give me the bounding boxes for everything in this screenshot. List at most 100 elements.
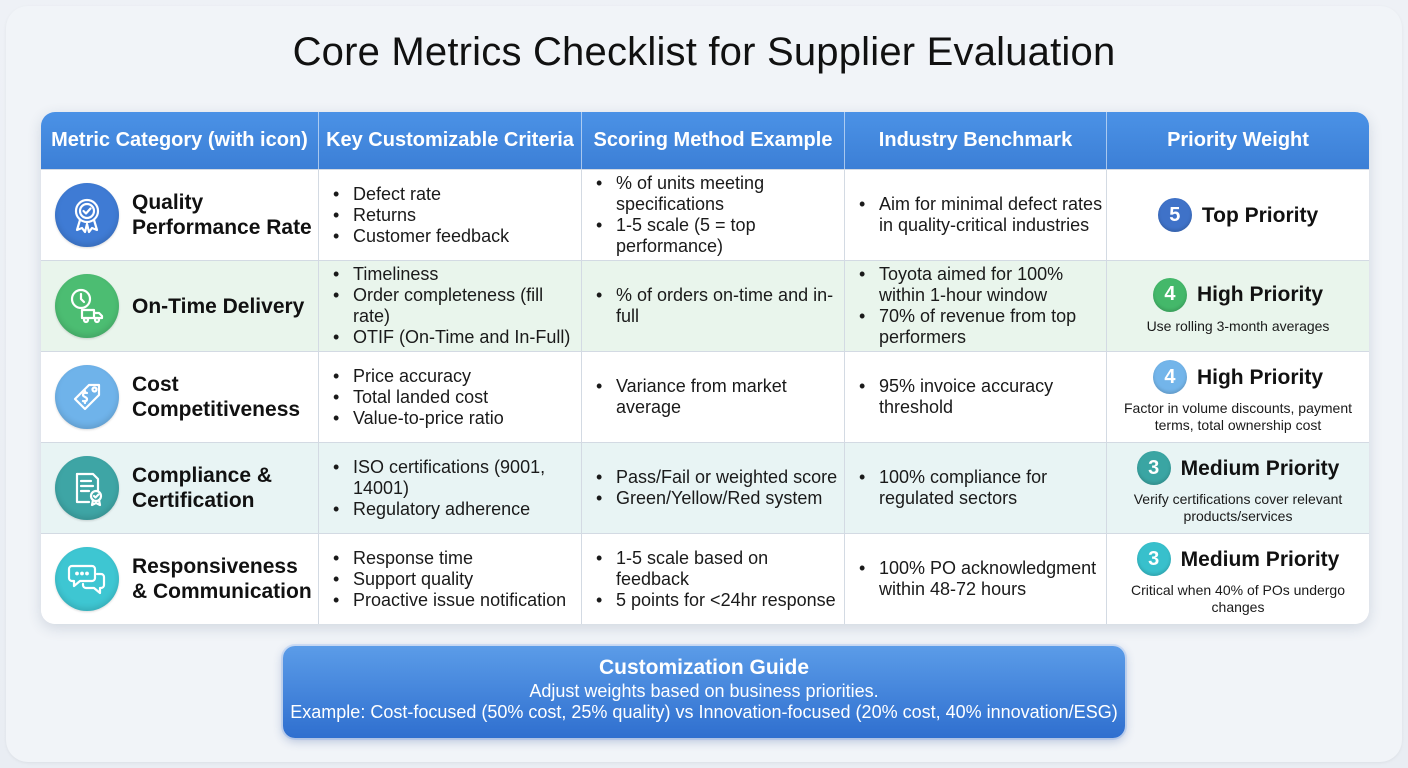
page-title: Core Metrics Checklist for Supplier Eval… xyxy=(292,30,1116,74)
table-row-responsiveness-and-communication: Responsiveness & CommunicationResponse t… xyxy=(41,533,1369,624)
benchmark-cell: 95% invoice accuracy threshold xyxy=(845,352,1107,442)
chat-bubbles-icon xyxy=(55,547,119,611)
table-row-on-time-delivery: On-Time Delivery TimelinessOrder complete… xyxy=(41,260,1369,351)
header-priority-weight: Priority Weight xyxy=(1167,129,1309,151)
delivery-truck-icon xyxy=(55,274,119,338)
criteria-list-item: Order completeness (fill rate) xyxy=(333,285,581,327)
scoring-cell: Variance from market average xyxy=(582,352,845,442)
category-name: On-Time Delivery xyxy=(132,294,305,318)
scoring-list-item: % of orders on-time and in-full xyxy=(596,285,844,327)
benchmark-list-item: Toyota aimed for 100% within 1-hour wind… xyxy=(859,264,1106,306)
header-metric-category: Metric Category (with icon) xyxy=(41,112,319,169)
priority-heading: 3 Medium Priority xyxy=(1136,542,1340,576)
criteria-cell: Defect rateReturnsCustomer feedback xyxy=(319,170,582,260)
category-name: Cost Competitiveness xyxy=(132,373,301,421)
benchmark-list-item: 70% of revenue from top performers xyxy=(859,306,1106,348)
benchmark-list: 95% invoice accuracy threshold xyxy=(845,376,1106,418)
criteria-list-item: Returns xyxy=(333,205,509,226)
header-industry-benchmark: Industry Benchmark xyxy=(845,112,1107,169)
criteria-cell: Response timeSupport qualityProactive is… xyxy=(319,534,582,624)
header-key-criteria: Key Customizable Criteria xyxy=(319,112,582,169)
table-row-quality-performance-rate: Quality Performance RateDefect rateRetur… xyxy=(41,169,1369,260)
priority-number-badge: 4 xyxy=(1152,360,1187,394)
scoring-list-item: 1-5 scale (5 = top performance) xyxy=(596,215,844,257)
criteria-list: Price accuracyTotal landed costValue-to-… xyxy=(319,366,504,429)
criteria-cell: TimelinessOrder completeness (fill rate)… xyxy=(319,261,582,351)
priority-cell: 4 High Priority Factor in volume discounts… xyxy=(1107,352,1369,442)
criteria-list-item: Defect rate xyxy=(333,184,509,205)
priority-cell: 4 High Priority Use rolling 3-month averag… xyxy=(1107,261,1369,351)
scoring-cell: Pass/Fail or weighted scoreGreen/Yellow/… xyxy=(582,443,845,533)
benchmark-list: Toyota aimed for 100% within 1-hour wind… xyxy=(845,264,1106,348)
benchmark-list: 100% PO acknowledgment within 48-72 hour… xyxy=(845,558,1106,600)
criteria-list: Response timeSupport qualityProactive is… xyxy=(319,548,566,611)
guide-title: Customization Guide xyxy=(599,656,809,679)
priority-label: Medium Priority xyxy=(1180,456,1340,480)
scoring-cell: % of orders on-time and in-full xyxy=(582,261,845,351)
criteria-list-item: Value-to-price ratio xyxy=(333,408,504,429)
priority-heading: 4 High Priority xyxy=(1152,360,1323,394)
customization-guide: Customization Guide Adjust weights based… xyxy=(283,646,1125,738)
priority-note: Critical when 40% of POs undergo changes xyxy=(1131,582,1345,615)
priority-cell: 3 Medium Priority Verify certifications co… xyxy=(1107,443,1369,533)
scoring-cell: 1-5 scale based on feedback5 points for … xyxy=(582,534,845,624)
priority-label: Top Priority xyxy=(1201,203,1319,227)
criteria-list-item: Regulatory adherence xyxy=(333,499,581,520)
criteria-list-item: Timeliness xyxy=(333,264,581,285)
criteria-list-item: Price accuracy xyxy=(333,366,504,387)
quality-badge-icon xyxy=(55,183,119,247)
metrics-table: Metric Category (with icon) Key Customiz… xyxy=(41,112,1369,624)
priority-heading: 4 High Priority xyxy=(1152,277,1323,312)
scoring-cell: % of units meeting specifications1-5 sca… xyxy=(582,170,845,260)
priority-heading: 5 Top Priority xyxy=(1157,198,1319,232)
category-name: Responsiveness & Communication xyxy=(132,555,312,603)
priority-number-badge: 3 xyxy=(1136,451,1171,485)
scoring-list: % of orders on-time and in-full xyxy=(582,285,844,327)
criteria-list: ISO certifications (9001, 14001)Regulato… xyxy=(319,457,581,520)
benchmark-list-item: 100% compliance for regulated sectors xyxy=(859,467,1106,509)
table-row-cost-competitiveness: Cost Competitiveness Price accuracyTotal … xyxy=(41,351,1369,442)
table-header: Metric Category (with icon) Key Customiz… xyxy=(41,112,1369,169)
category-name: Compliance & Certification xyxy=(132,464,273,512)
criteria-list-item: ISO certifications (9001, 14001) xyxy=(333,457,581,499)
priority-label: High Priority xyxy=(1196,283,1323,306)
criteria-list-item: Proactive issue notification xyxy=(333,590,566,611)
category-cell: Cost Competitiveness xyxy=(41,352,319,442)
priority-heading: 3 Medium Priority xyxy=(1136,451,1340,485)
benchmark-list: 100% compliance for regulated sectors xyxy=(845,467,1106,509)
benchmark-cell: 100% PO acknowledgment within 48-72 hour… xyxy=(845,534,1107,624)
category-cell: Compliance & Certification xyxy=(41,443,319,533)
scoring-list-item: 5 points for <24hr response xyxy=(596,590,844,611)
category-cell: Quality Performance Rate xyxy=(41,170,319,260)
guide-line: Adjust weights based on business priorit… xyxy=(529,681,879,701)
scoring-list-item: Green/Yellow/Red system xyxy=(596,488,837,509)
criteria-list-item: OTIF (On-Time and In-Full) xyxy=(333,327,581,348)
criteria-list-item: Response time xyxy=(333,548,566,569)
scoring-list-item: % of units meeting specifications xyxy=(596,173,844,215)
benchmark-cell: Toyota aimed for 100% within 1-hour wind… xyxy=(845,261,1107,351)
scoring-list-item: Pass/Fail or weighted score xyxy=(596,467,837,488)
table-row-compliance-and-certification: Compliance & Certification ISO certificat… xyxy=(41,442,1369,533)
priority-label: Medium Priority xyxy=(1180,547,1340,571)
scoring-list: 1-5 scale based on feedback5 points for … xyxy=(582,548,844,611)
priority-cell: 5 Top Priority xyxy=(1107,170,1369,260)
priority-note: Verify certifications cover relevant pro… xyxy=(1133,491,1343,524)
criteria-list: Defect rateReturnsCustomer feedback xyxy=(319,184,509,247)
benchmark-cell: Aim for minimal defect rates in quality-… xyxy=(845,170,1107,260)
priority-cell: 3 Medium Priority Critical when 40% of POs… xyxy=(1107,534,1369,624)
benchmark-list-item: 100% PO acknowledgment within 48-72 hour… xyxy=(859,558,1106,600)
category-cell: Responsiveness & Communication xyxy=(41,534,319,624)
scoring-list: Variance from market average xyxy=(582,376,844,418)
scoring-list: Pass/Fail or weighted scoreGreen/Yellow/… xyxy=(582,467,837,509)
criteria-list-item: Total landed cost xyxy=(333,387,504,408)
priority-number-badge: 5 xyxy=(1157,198,1192,232)
criteria-cell: Price accuracyTotal landed costValue-to-… xyxy=(319,352,582,442)
criteria-list: TimelinessOrder completeness (fill rate)… xyxy=(319,264,581,348)
criteria-cell: ISO certifications (9001, 14001)Regulato… xyxy=(319,443,582,533)
scoring-list: % of units meeting specifications1-5 sca… xyxy=(582,173,844,257)
category-cell: On-Time Delivery xyxy=(41,261,319,351)
price-tag-icon xyxy=(55,365,119,429)
benchmark-list-item: 95% invoice accuracy threshold xyxy=(859,376,1106,418)
header-scoring-method: Scoring Method Example xyxy=(582,112,845,169)
criteria-list-item: Support quality xyxy=(333,569,566,590)
